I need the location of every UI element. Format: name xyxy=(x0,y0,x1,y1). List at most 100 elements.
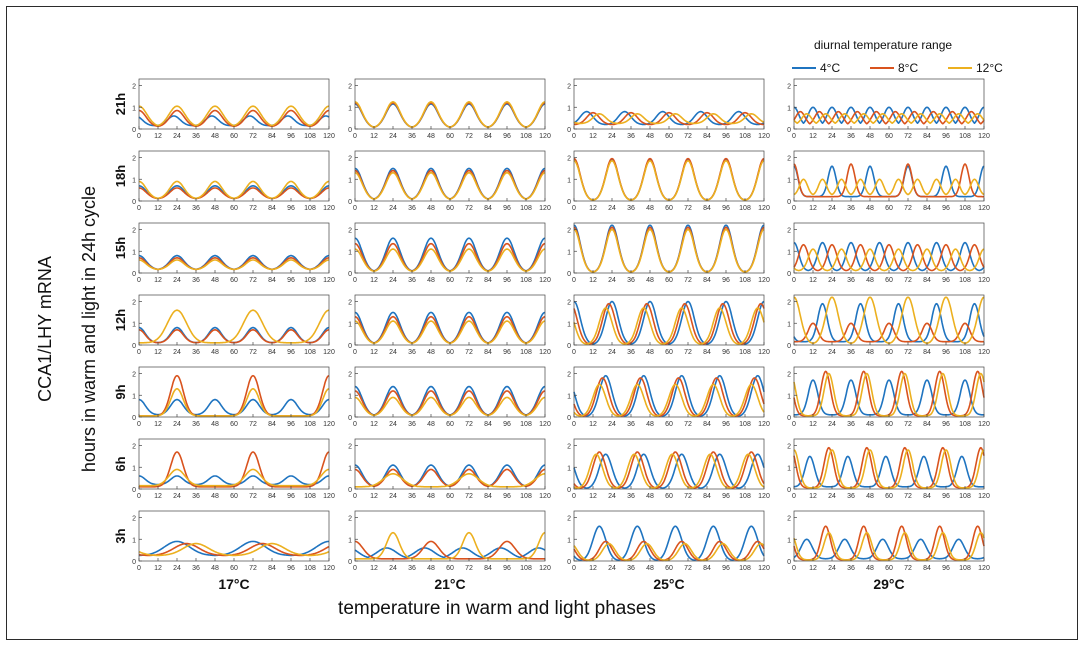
x-tick-label: 48 xyxy=(211,565,219,572)
x-tick-label: 24 xyxy=(828,277,836,284)
x-tick-label: 60 xyxy=(665,205,673,212)
y-tick-label: 2 xyxy=(132,372,136,379)
x-tick-label: 84 xyxy=(268,133,276,140)
series-line xyxy=(793,110,985,125)
x-tick-label: 108 xyxy=(739,493,751,500)
y-tick-label: 0 xyxy=(787,199,791,206)
series-line xyxy=(573,160,765,201)
x-tick-label: 72 xyxy=(904,493,912,500)
x-tick-label: 48 xyxy=(211,277,219,284)
series-line xyxy=(793,113,985,124)
x-tick-label: 72 xyxy=(904,133,912,140)
series-line xyxy=(139,540,330,557)
x-tick-label: 48 xyxy=(211,349,219,356)
row-label: 18h xyxy=(113,165,128,187)
x-tick-label: 72 xyxy=(249,421,257,428)
x-tick-label: 0 xyxy=(572,493,576,500)
x-tick-label: 84 xyxy=(268,277,276,284)
x-tick-label: 24 xyxy=(828,421,836,428)
x-tick-label: 36 xyxy=(847,277,855,284)
series-line xyxy=(793,106,985,124)
y-tick-label: 0 xyxy=(567,199,571,206)
series-line xyxy=(138,254,330,271)
y-tick-label: 2 xyxy=(348,84,352,91)
y-tick-label: 2 xyxy=(567,84,571,91)
x-tick-label: 12 xyxy=(809,277,817,284)
x-tick-label: 120 xyxy=(978,421,990,428)
x-tick-label: 120 xyxy=(323,133,335,140)
x-tick-label: 24 xyxy=(608,133,616,140)
row-label: 15h xyxy=(113,237,128,259)
x-tick-label: 12 xyxy=(589,493,597,500)
x-tick-label: 48 xyxy=(646,493,654,500)
x-tick-label: 84 xyxy=(484,277,492,284)
series-line xyxy=(573,158,765,201)
x-tick-label: 24 xyxy=(173,565,181,572)
series-line xyxy=(793,243,985,272)
x-tick-label: 84 xyxy=(703,205,711,212)
x-tick-label: 96 xyxy=(287,565,295,572)
x-tick-label: 120 xyxy=(539,349,551,356)
x-tick-label: 108 xyxy=(520,565,532,572)
legend-entry: 8°C xyxy=(898,61,918,75)
y-tick-label: 1 xyxy=(132,537,136,544)
x-tick-label: 120 xyxy=(323,565,335,572)
x-tick-label: 12 xyxy=(370,349,378,356)
x-tick-label: 120 xyxy=(758,133,770,140)
x-tick-label: 108 xyxy=(739,277,751,284)
x-tick-label: 24 xyxy=(389,421,397,428)
y-tick-label: 1 xyxy=(787,321,791,328)
x-tick-label: 108 xyxy=(520,421,532,428)
x-tick-label: 24 xyxy=(389,349,397,356)
x-tick-label: 96 xyxy=(942,565,950,572)
y-tick-label: 0 xyxy=(567,343,571,350)
x-tick-label: 108 xyxy=(739,205,751,212)
y-tick-label: 2 xyxy=(348,516,352,523)
x-tick-label: 0 xyxy=(137,133,141,140)
x-tick-label: 0 xyxy=(353,133,357,140)
x-tick-label: 12 xyxy=(154,349,162,356)
x-tick-label: 72 xyxy=(465,493,473,500)
y-tick-label: 0 xyxy=(787,343,791,350)
y-tick-label: 1 xyxy=(787,465,791,472)
x-tick-label: 12 xyxy=(809,421,817,428)
y-tick-label: 2 xyxy=(348,300,352,307)
x-tick-label: 108 xyxy=(739,349,751,356)
x-tick-label: 120 xyxy=(323,349,335,356)
x-tick-label: 108 xyxy=(304,205,316,212)
series-line xyxy=(573,451,765,489)
series-line xyxy=(573,302,765,345)
x-tick-label: 72 xyxy=(904,277,912,284)
y-axis-label-line1: CCA1/LHY mRNA xyxy=(35,256,55,402)
x-tick-label: 0 xyxy=(572,133,576,140)
x-tick-label: 60 xyxy=(885,349,893,356)
x-tick-label: 84 xyxy=(268,421,276,428)
x-tick-label: 96 xyxy=(722,565,730,572)
x-tick-label: 48 xyxy=(211,421,219,428)
x-tick-label: 0 xyxy=(792,205,796,212)
x-tick-label: 0 xyxy=(792,349,796,356)
x-tick-label: 36 xyxy=(408,421,416,428)
x-tick-label: 0 xyxy=(353,565,357,572)
x-tick-label: 48 xyxy=(866,421,874,428)
x-tick-label: 120 xyxy=(758,565,770,572)
y-tick-label: 2 xyxy=(348,372,352,379)
x-tick-label: 108 xyxy=(959,349,971,356)
x-tick-label: 84 xyxy=(484,349,492,356)
x-tick-label: 120 xyxy=(539,493,551,500)
x-tick-label: 96 xyxy=(287,205,295,212)
x-tick-label: 12 xyxy=(154,205,162,212)
x-tick-label: 96 xyxy=(942,493,950,500)
x-tick-label: 72 xyxy=(465,565,473,572)
series-line xyxy=(793,165,985,198)
x-tick-label: 120 xyxy=(978,565,990,572)
axes-box xyxy=(354,222,546,274)
x-tick-label: 24 xyxy=(173,205,181,212)
x-tick-label: 84 xyxy=(923,565,931,572)
